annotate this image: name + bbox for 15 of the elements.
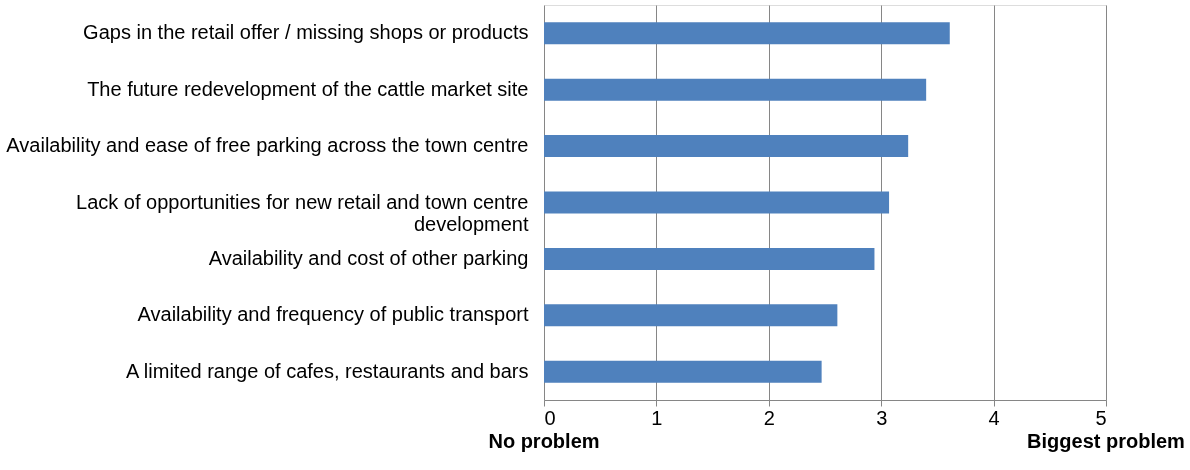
y-tick-label: A limited range of cafes, restaurants and bars bbox=[126, 359, 529, 382]
text: Biggest problem bbox=[1027, 430, 1185, 452]
x-tick-label: 2 bbox=[763, 406, 775, 429]
x-tick-label: 4 bbox=[988, 406, 1000, 429]
x-tick-label: 5 bbox=[1095, 406, 1107, 429]
y-tick-label: Lack of opportunities for new retail and town centre development bbox=[76, 190, 529, 235]
x-tick-label: 0 bbox=[544, 406, 556, 429]
x-tick-label: 1 bbox=[651, 406, 663, 429]
y-tick-label: The future redevelopment of the cattle market site bbox=[87, 77, 529, 100]
x-tick-label: 3 bbox=[876, 406, 888, 429]
text: No problem bbox=[488, 430, 600, 452]
y-tick-label: Availability and ease of free parking across the town centre bbox=[6, 134, 529, 157]
y-tick-label: Availability and cost of other parking bbox=[208, 246, 529, 269]
y-tick-label: Availability and frequency of public transport bbox=[137, 303, 529, 326]
y-tick-label: Gaps in the retail offer / missing shops or products bbox=[83, 21, 529, 44]
